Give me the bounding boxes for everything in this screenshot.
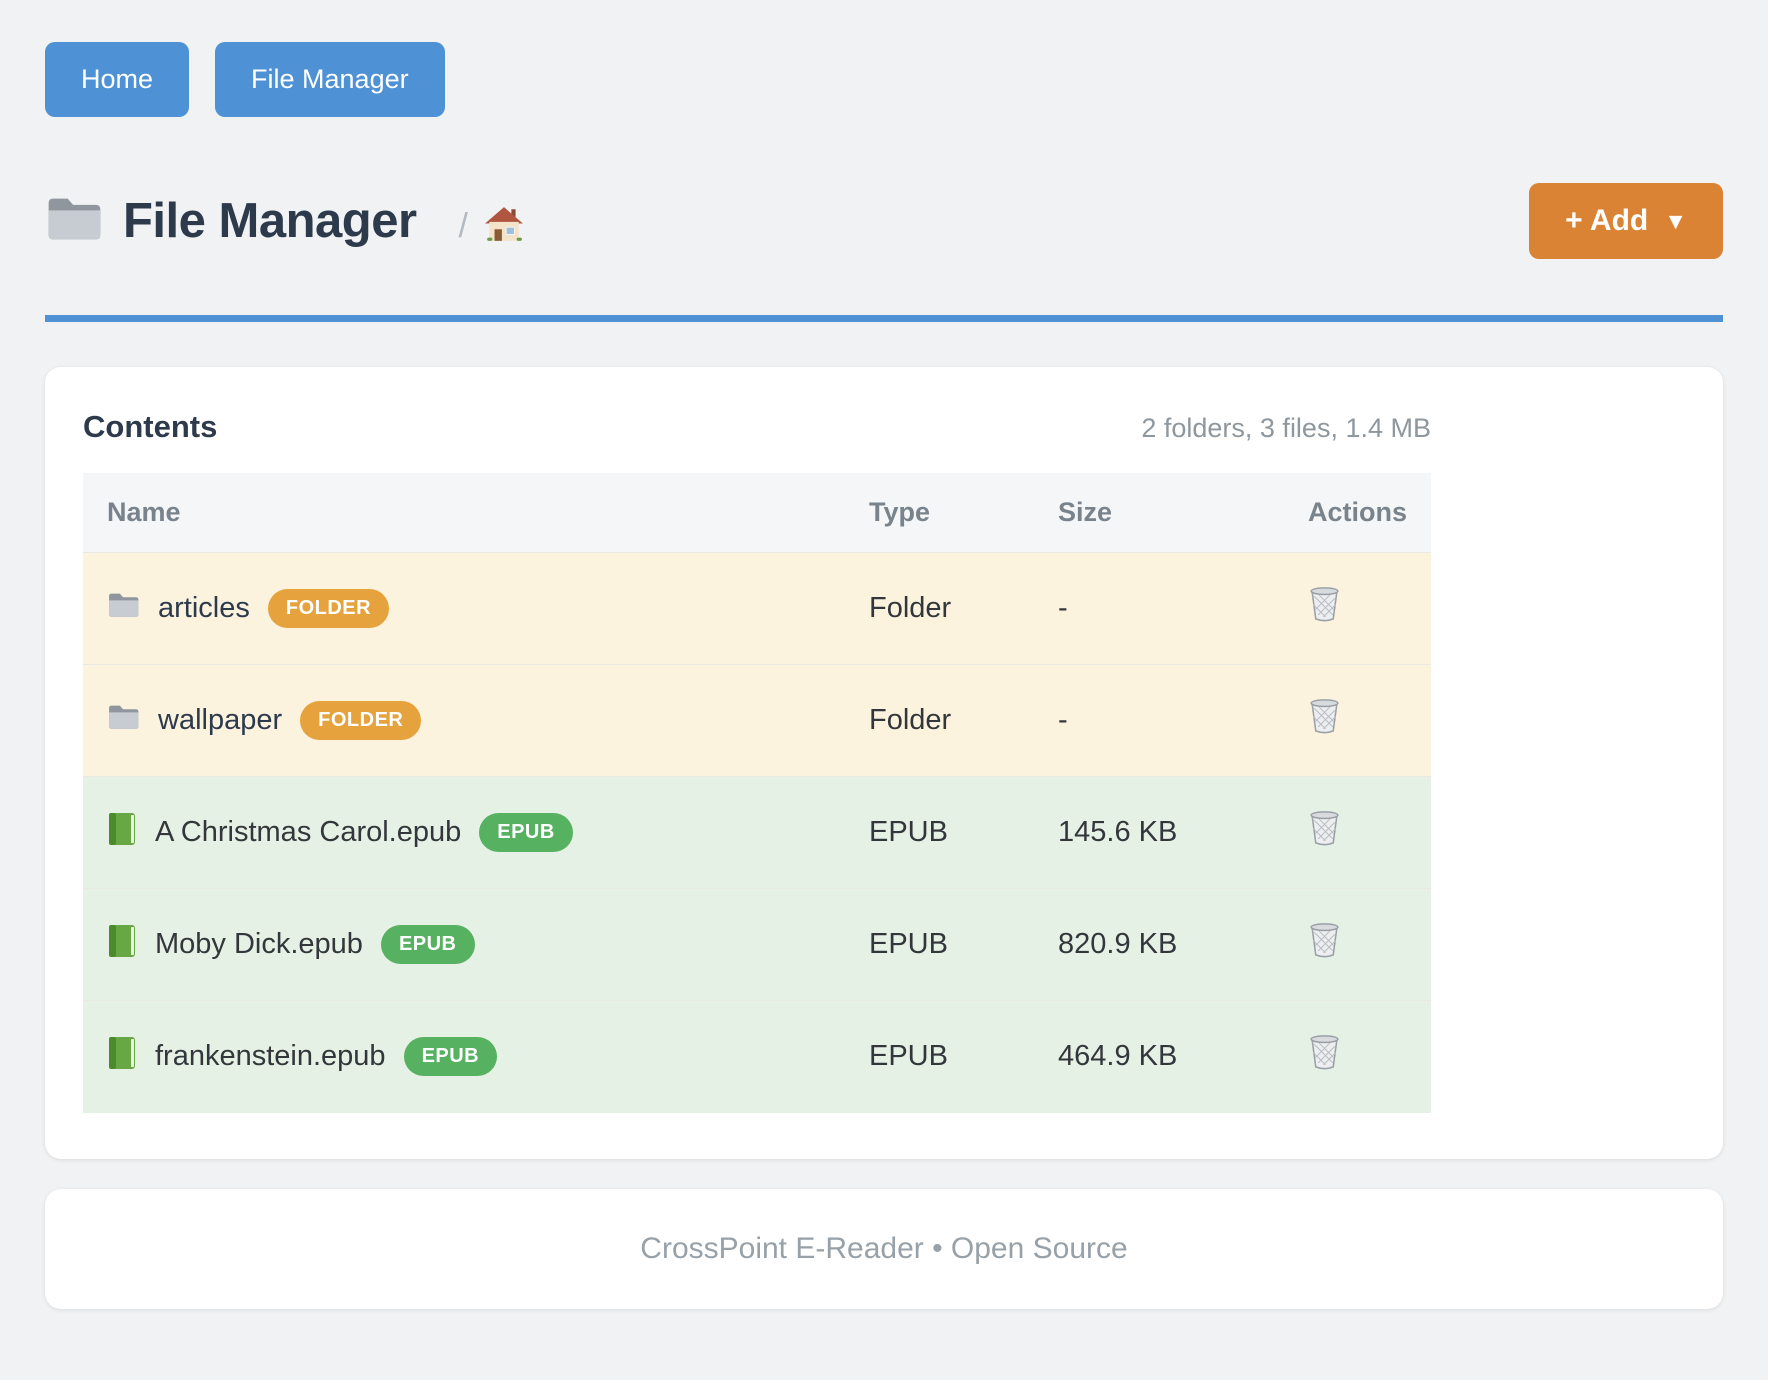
house-icon[interactable] [484,206,524,247]
size-cell: - [1034,664,1284,777]
delete-button[interactable] [1308,586,1341,623]
size-cell: 464.9 KB [1034,1000,1284,1113]
column-header-name: Name [83,473,845,553]
wastebasket-icon [1308,811,1341,850]
epub-badge: EPUB [403,1037,498,1077]
size-cell: 145.6 KB [1034,776,1284,889]
folder-icon [107,703,140,739]
file-name: A Christmas Carol.epub [155,816,462,848]
table-row: wallpaper FOLDER Folder - [83,664,1431,777]
contents-card-header: Contents 2 folders, 3 files, 1.4 MB [83,409,1431,445]
file-manager-button[interactable]: File Manager [215,42,445,117]
wastebasket-icon [1308,587,1341,626]
breadcrumb: / [459,206,524,247]
delete-button[interactable] [1308,1034,1341,1071]
delete-button[interactable] [1308,810,1341,847]
table-row: frankenstein.epub EPUB EPUB 464.9 KB [83,1000,1431,1113]
contents-card: Contents 2 folders, 3 files, 1.4 MB Name… [45,367,1723,1159]
type-cell: EPUB [845,776,1034,889]
add-button[interactable]: + Add ▼ [1529,183,1723,259]
size-cell: 820.9 KB [1034,888,1284,1001]
wastebasket-icon [1308,1035,1341,1074]
folder-icon [107,591,140,627]
delete-button[interactable] [1308,922,1341,959]
title-group: File Manager / [45,193,524,249]
column-header-actions: Actions [1284,473,1431,553]
home-button[interactable]: Home [45,42,190,117]
green-book-icon [107,1036,137,1078]
folder-icon [45,194,103,248]
folder-badge: FOLDER [300,701,422,740]
file-table: Name Type Size Actions articl [83,473,1431,1113]
type-cell: EPUB [845,888,1034,1001]
folder-link[interactable]: wallpaper [158,704,283,736]
type-cell: Folder [845,552,1034,665]
epub-badge: EPUB [380,925,475,964]
type-cell: Folder [845,664,1034,777]
wastebasket-icon [1308,699,1341,738]
contents-title: Contents [83,409,218,444]
file-name: Moby Dick.epub [155,928,363,960]
table-row: articles FOLDER Folder - [83,552,1431,665]
footer-card: CrossPoint E-Reader • Open Source [45,1188,1723,1309]
title-divider [45,315,1723,322]
delete-button[interactable] [1308,698,1341,735]
file-name: frankenstein.epub [155,1040,386,1073]
footer-text: CrossPoint E-Reader • Open Source [640,1231,1128,1265]
contents-summary: 2 folders, 3 files, 1.4 MB [1141,413,1431,443]
table-header-row: Name Type Size Actions [83,473,1431,553]
green-book-icon [107,924,137,966]
page-header: File Manager / + Add ▼ [45,183,1723,259]
epub-badge: EPUB [479,813,573,852]
table-row: Moby Dick.epub EPUB EPUB 820.9 KB [83,888,1431,1001]
wastebasket-icon [1308,923,1341,962]
folder-badge: FOLDER [267,589,390,628]
chevron-down-icon: ▼ [1664,207,1687,234]
add-button-label: + Add [1565,204,1649,237]
page-title: File Manager [123,194,417,248]
top-nav: Home File Manager [0,0,1768,117]
column-header-type: Type [845,473,1034,553]
size-cell: - [1034,552,1284,665]
table-row: A Christmas Carol.epub EPUB EPUB 145.6 K… [83,776,1431,889]
column-header-size: Size [1034,473,1284,553]
folder-link[interactable]: articles [158,592,250,624]
green-book-icon [107,812,137,854]
type-cell: EPUB [845,1000,1034,1113]
breadcrumb-separator: / [458,206,468,245]
